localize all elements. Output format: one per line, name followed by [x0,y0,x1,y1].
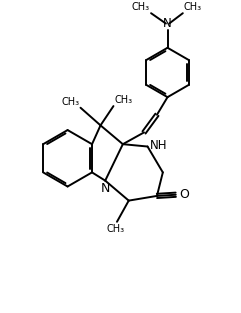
Text: NH: NH [150,139,168,152]
Text: CH₃: CH₃ [115,95,133,105]
Text: O: O [179,188,189,201]
Text: CH₃: CH₃ [61,96,79,106]
Text: CH₃: CH₃ [107,224,125,234]
Text: CH₃: CH₃ [184,2,202,12]
Text: N: N [100,182,110,195]
Text: CH₃: CH₃ [132,2,150,12]
Text: N: N [163,17,172,30]
